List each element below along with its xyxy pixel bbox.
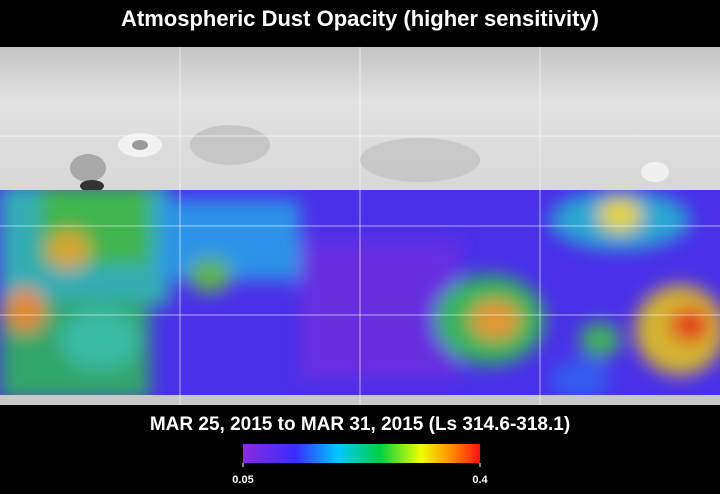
graticule <box>0 47 720 405</box>
volcano <box>132 140 148 150</box>
colorbar-tick-label: 0.05 <box>232 474 253 486</box>
map <box>0 47 720 405</box>
volcano <box>641 162 669 182</box>
terrain-feature <box>360 138 480 182</box>
volcano <box>70 154 106 182</box>
dust-layer <box>0 190 720 396</box>
volcano <box>80 180 104 192</box>
title: Atmospheric Dust Opacity (higher sensiti… <box>121 6 599 31</box>
colorbar-tick-label: 0.4 <box>472 474 488 486</box>
terrain-feature <box>190 125 270 165</box>
colorbar <box>243 444 480 463</box>
date-range: MAR 25, 2015 to MAR 31, 2015 (Ls 314.6-3… <box>150 414 570 435</box>
